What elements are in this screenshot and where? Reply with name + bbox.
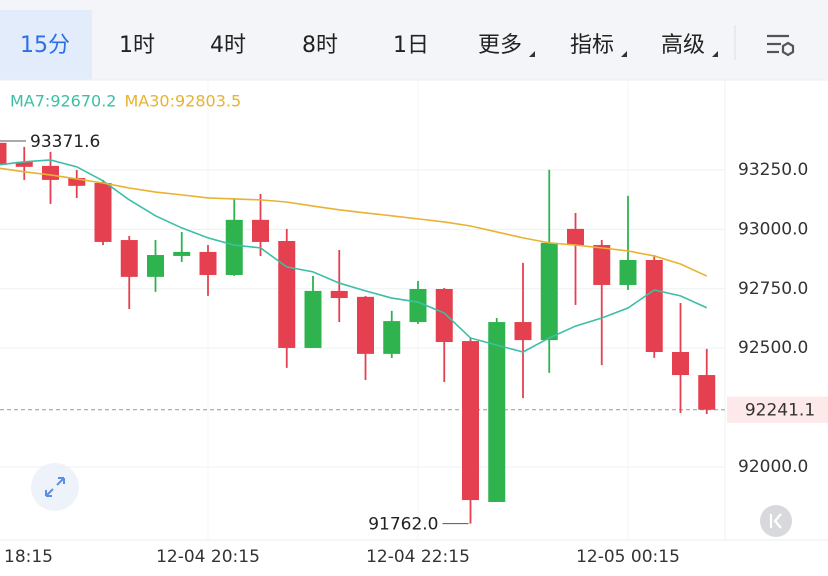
tab[interactable]: 15分 <box>20 33 70 58</box>
candle-body <box>619 260 637 285</box>
candle-body <box>225 219 243 275</box>
dropdown-arrow <box>712 51 718 57</box>
y-tick-label: 92500.0 <box>738 338 808 358</box>
tab[interactable]: 4时 <box>210 33 246 58</box>
candle-body <box>252 219 269 242</box>
x-tick-label: 18:15 <box>4 547 53 567</box>
candle-body <box>540 242 558 341</box>
active-tab-bg <box>0 10 92 80</box>
settings-icon[interactable] <box>767 34 795 57</box>
y-tick-label: 93000.0 <box>738 219 808 239</box>
scroll-latest-button[interactable] <box>760 505 792 537</box>
last-price-label: 92241.1 <box>745 401 815 421</box>
candle-body <box>199 251 217 275</box>
candle-body <box>0 142 7 165</box>
low-label: 91762.0 <box>368 515 438 535</box>
candle-body <box>173 251 191 256</box>
candle-body <box>357 296 374 354</box>
legend-entry: MA30:92803.5 <box>124 92 241 111</box>
candle-body <box>488 322 506 502</box>
candle-body <box>42 165 59 180</box>
y-tick-label: 92750.0 <box>738 279 808 299</box>
ma-line <box>0 167 708 277</box>
candle-body <box>120 240 138 277</box>
tab[interactable]: 高级 <box>661 33 705 58</box>
candle-body <box>304 290 322 348</box>
ma-line <box>0 159 708 353</box>
candle-body <box>698 375 716 410</box>
tab[interactable]: 指标 <box>570 33 614 58</box>
x-tick-label: 12-04 20:15 <box>156 547 260 567</box>
high-label: 93371.6 <box>30 132 100 152</box>
last-price-tag <box>727 396 828 423</box>
candle-body <box>593 245 611 285</box>
legend-entry: MA7:92670.2 <box>10 92 116 111</box>
candle-body <box>462 341 479 501</box>
candle-body <box>147 255 164 277</box>
candle-body <box>409 289 427 323</box>
x-tick-label: 12-04 22:15 <box>366 547 470 567</box>
y-tick-label: 92000.0 <box>738 457 808 477</box>
dropdown-arrow <box>621 51 627 57</box>
candle-body <box>68 178 86 186</box>
candle-body <box>330 290 348 299</box>
candle-body <box>645 260 663 352</box>
y-tick-label: 93250.0 <box>738 160 808 180</box>
x-tick-label: 12-05 00:15 <box>576 547 680 567</box>
candle-body <box>94 182 112 242</box>
candle-body <box>383 321 401 354</box>
dropdown-arrow <box>529 51 535 57</box>
candle-body <box>15 161 33 167</box>
tab[interactable]: 8时 <box>302 33 338 58</box>
tab-bar <box>0 0 828 80</box>
candle-body <box>567 228 584 246</box>
candle-body <box>278 240 296 348</box>
tab[interactable]: 1日 <box>393 33 429 58</box>
candle-body <box>672 351 689 376</box>
candle-body <box>435 289 453 343</box>
candle-body <box>514 322 532 341</box>
zoom-button[interactable] <box>31 463 79 511</box>
tab[interactable]: 1时 <box>119 33 155 58</box>
tab[interactable]: 更多 <box>478 33 522 58</box>
